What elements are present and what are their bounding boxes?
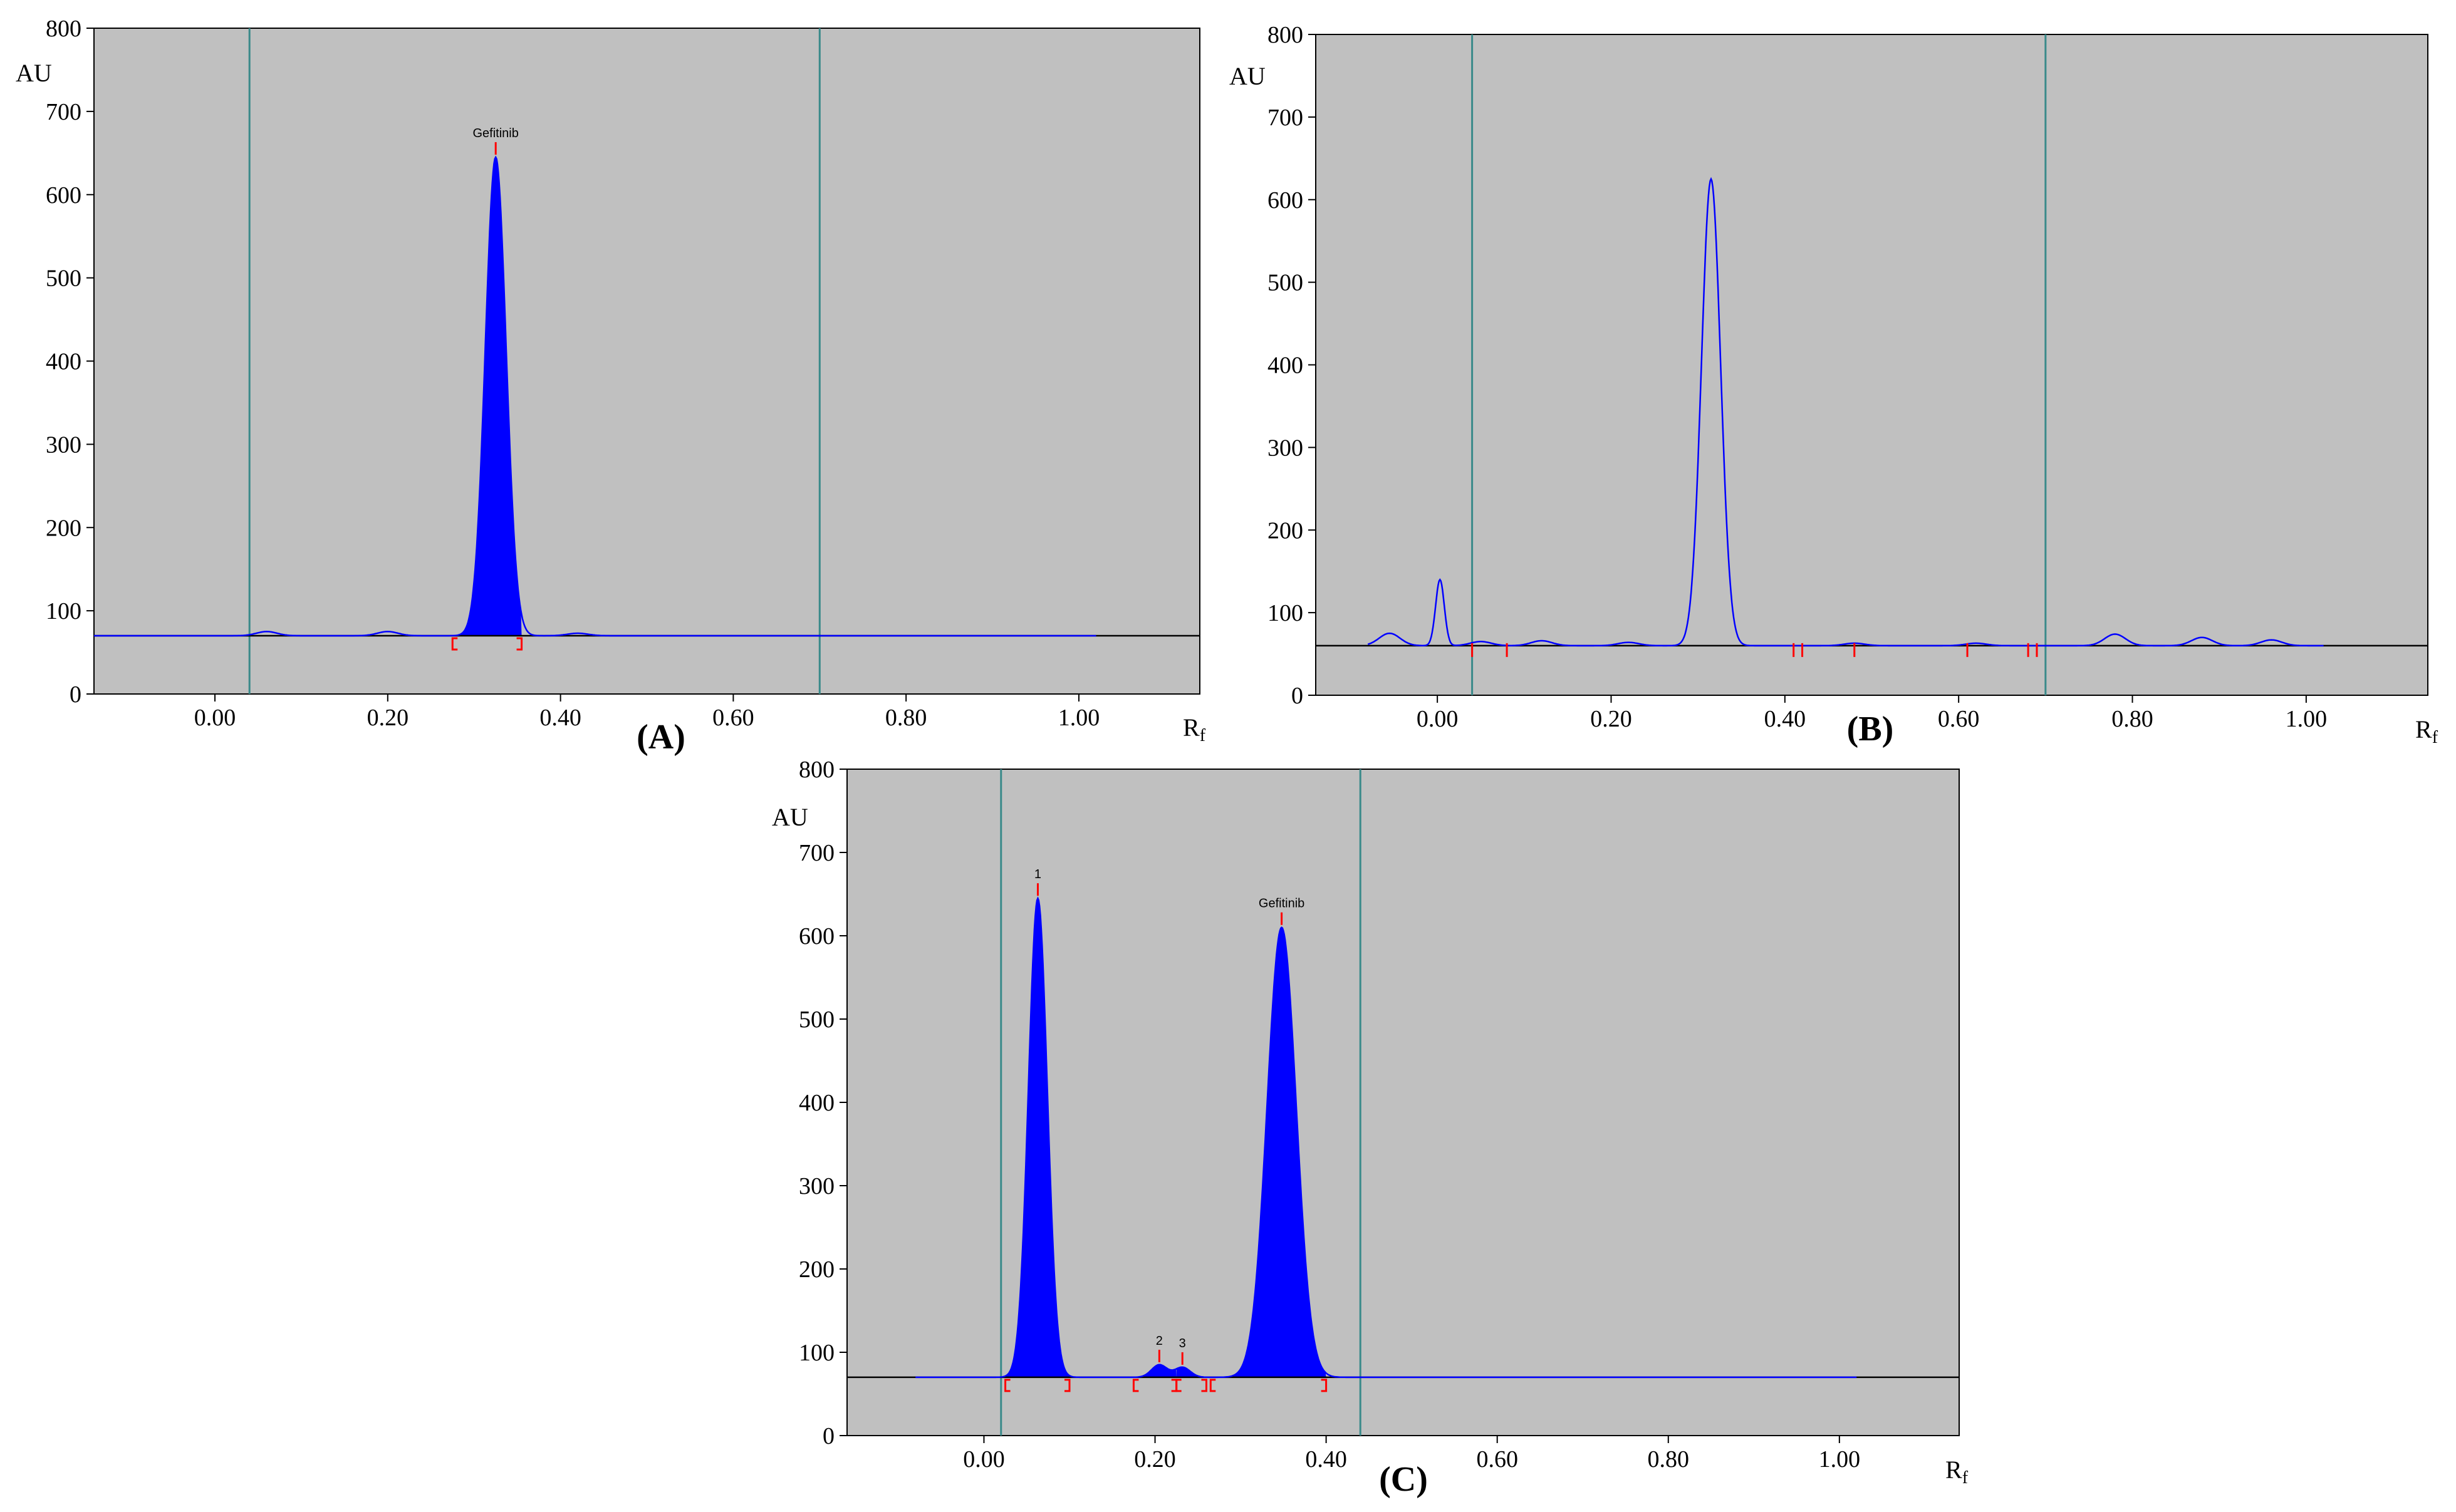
integration-mark: [1321, 1379, 1328, 1392]
y-tick-label: 400: [46, 349, 81, 375]
x-tick-label: 0.60: [712, 705, 754, 731]
peak-area-1: [452, 157, 522, 636]
y-tick-label: 0: [70, 681, 81, 708]
y-tick-label: 200: [799, 1256, 835, 1283]
x-tick-label: 1.00: [1819, 1446, 1861, 1473]
y-tick-label: 300: [799, 1173, 835, 1199]
x-tick-label: 0.40: [1764, 706, 1806, 732]
signal-trace: [1367, 177, 2324, 647]
x-tick-label: 0.80: [1648, 1446, 1690, 1473]
x-tick-label: 0.60: [1938, 706, 1980, 732]
y-tick-label: 0: [823, 1423, 835, 1449]
signal-trace: [94, 155, 1096, 637]
integration-mark: [1209, 1379, 1216, 1392]
y-tick-label: 700: [799, 840, 835, 866]
x-tick-label: 0.00: [194, 705, 236, 731]
chart-panel-3: 1 2 3 Gefitinib 0 100 200 300 400 500 600 700 800 0.0…: [772, 757, 1969, 1499]
chart-panel-1: Gefitinib 0 100 200 300 400 500 600 700 800 0.00 0.…: [16, 16, 1206, 757]
x-tick-label: 1.00: [2286, 706, 2328, 732]
x-tick-label: 0.20: [367, 705, 409, 731]
plot-area: [846, 769, 1960, 1436]
y-tick-label: 100: [46, 598, 81, 624]
panel-label: (B): [1847, 710, 1894, 748]
integration-mark: [1132, 1379, 1139, 1392]
integration-mark: [1175, 1379, 1182, 1392]
y-tick-label: 0: [1291, 683, 1303, 709]
x-tick-label: 0.40: [539, 705, 581, 731]
signal-trace: [915, 896, 1857, 1379]
y-tick-label: 100: [1267, 600, 1303, 626]
y-tick-label: 800: [46, 16, 81, 42]
y-tick-label: 600: [799, 923, 835, 950]
x-axis-label: Rf: [2415, 715, 2438, 747]
x-tick-label: 0.20: [1590, 706, 1632, 732]
y-tick-label: 200: [46, 515, 81, 541]
integration-mark: [1004, 1379, 1011, 1392]
panel-label: (A): [637, 718, 685, 757]
y-tick-label: 800: [1267, 22, 1303, 48]
y-tick-label: 300: [1267, 435, 1303, 461]
y-axis-label: AU: [1229, 62, 1266, 90]
y-tick-label: 200: [1267, 517, 1303, 544]
y-tick-label: 500: [799, 1007, 835, 1033]
integration-mark: [1064, 1379, 1071, 1392]
peak-label-4: Gefitinib: [1259, 897, 1304, 911]
plot-area: [1315, 34, 2428, 696]
y-tick-label: 800: [799, 757, 835, 783]
peak-label-3: 3: [1179, 1337, 1186, 1350]
y-axis-label: AU: [772, 803, 808, 831]
y-tick-label: 400: [799, 1090, 835, 1116]
x-axis-label: Rf: [1183, 713, 1206, 745]
chart-panel-2: 0 100 200 300 400 500 600 700 800 0.00 0.20 0.40 0.6…: [1229, 22, 2438, 748]
x-tick-label: 0.00: [963, 1446, 1005, 1473]
y-tick-label: 500: [1267, 270, 1303, 296]
panel-label: (C): [1379, 1460, 1428, 1499]
peak-label-1: Gefitinib: [473, 127, 519, 140]
y-tick-label: 400: [1267, 353, 1303, 379]
peak-label-2: 2: [1156, 1334, 1163, 1348]
x-axis-label: Rf: [1945, 1456, 1969, 1488]
x-tick-label: 0.40: [1305, 1446, 1347, 1473]
y-tick-label: 600: [46, 182, 81, 209]
peak-area-4: [1210, 927, 1326, 1377]
y-tick-label: 700: [1267, 105, 1303, 131]
x-tick-label: 1.00: [1058, 705, 1100, 731]
x-tick-label: 0.80: [2111, 706, 2153, 732]
y-axis-label: AU: [16, 59, 52, 87]
integration-mark: [1201, 1379, 1207, 1392]
integration-mark: [451, 637, 458, 651]
peak-label-1: 1: [1034, 867, 1041, 881]
x-tick-label: 0.60: [1476, 1446, 1518, 1473]
y-tick-label: 600: [1267, 187, 1303, 214]
x-tick-label: 0.00: [1417, 706, 1459, 732]
peak-area-3: [1176, 1367, 1207, 1377]
plot-area: [93, 28, 1200, 695]
y-tick-label: 100: [799, 1340, 835, 1366]
x-tick-label: 0.80: [885, 705, 927, 731]
integration-mark: [516, 637, 523, 651]
x-tick-label: 0.20: [1134, 1446, 1176, 1473]
y-tick-label: 500: [46, 266, 81, 292]
y-tick-label: 300: [46, 432, 81, 458]
y-tick-label: 700: [46, 99, 81, 125]
